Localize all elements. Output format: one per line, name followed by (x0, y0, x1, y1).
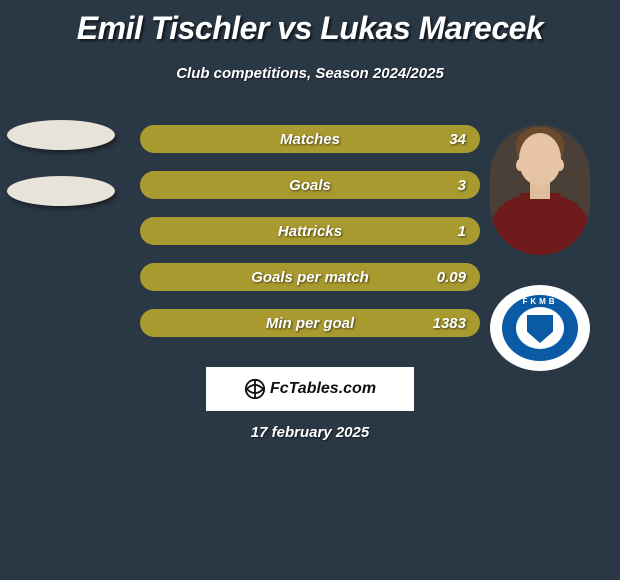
brand-box: FcTables.com (206, 367, 414, 411)
stat-value-right: 1 (458, 223, 466, 240)
stat-row: Min per goal1383 (140, 309, 480, 337)
stat-label: Goals (140, 177, 480, 194)
left-player-placeholders (7, 120, 115, 232)
player2-club-crest: FKMB (490, 285, 590, 371)
stat-row: Matches34 (140, 125, 480, 153)
page-title: Emil Tischler vs Lukas Marecek (0, 0, 620, 47)
stat-label: Hattricks (140, 223, 480, 240)
stat-label: Goals per match (140, 269, 480, 286)
right-player-images: FKMB (490, 125, 590, 371)
stat-row: Goals per match0.09 (140, 263, 480, 291)
player2-avatar (490, 125, 590, 255)
page-subtitle: Club competitions, Season 2024/2025 (0, 65, 620, 82)
footer-date: 17 february 2025 (0, 424, 620, 441)
stat-label: Min per goal (140, 315, 480, 332)
player1-avatar-placeholder (7, 120, 115, 150)
stat-value-right: 0.09 (437, 269, 466, 286)
brand-text: FcTables.com (270, 380, 376, 398)
stat-row: Hattricks1 (140, 217, 480, 245)
stat-row: Goals3 (140, 171, 480, 199)
stats-list: Matches34 Goals3 Hattricks1 Goals per match… (140, 125, 480, 355)
brand-icon (244, 378, 266, 400)
stat-value-right: 1383 (433, 315, 466, 332)
stat-value-right: 34 (449, 131, 466, 148)
player1-club-placeholder (7, 176, 115, 206)
crest-text: FKMB (490, 297, 590, 306)
stat-value-right: 3 (458, 177, 466, 194)
stat-label: Matches (140, 131, 480, 148)
